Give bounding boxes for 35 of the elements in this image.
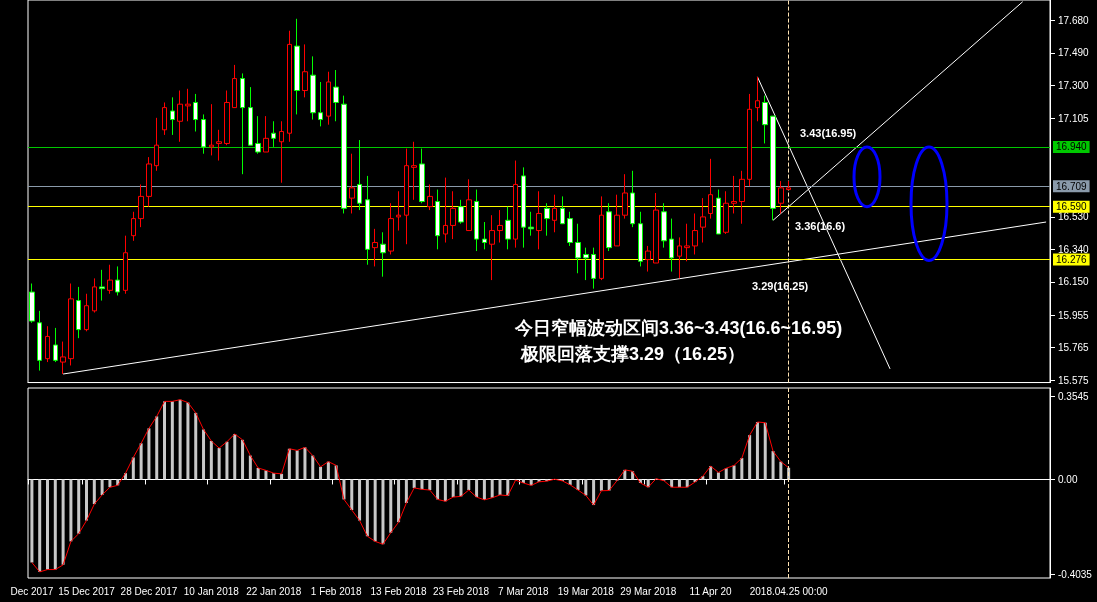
ref-line-label: 16.940: [1056, 141, 1088, 153]
x-tick-label: 11 Apr 20: [689, 585, 733, 597]
x-tick-label: 1 Feb 2018: [310, 585, 362, 597]
annotation: 3.43(16.95): [800, 126, 857, 139]
annotation: 3.29(16.25): [752, 279, 809, 292]
ref-line-label: 16.709: [1056, 180, 1088, 192]
x-tick-label: 2018.04.25 00:00: [749, 585, 829, 597]
ref-line-label: 16.276: [1056, 254, 1088, 266]
x-tick-label: 22 Jan 2018: [246, 585, 302, 597]
y-tick-label: 17.105: [1058, 113, 1090, 125]
x-tick-label: 7 Mar 2018: [498, 585, 550, 597]
y-tick-label: 17.300: [1058, 79, 1090, 91]
annotation: 极限回落支撑3.29（16.25）: [520, 344, 746, 364]
y-tick-label: 16.150: [1058, 276, 1090, 288]
y-tick-label: 0.3545: [1058, 390, 1090, 402]
y-tick-label: 17.680: [1058, 14, 1090, 26]
x-tick-label: 19 Mar 2018: [557, 585, 615, 597]
x-tick-label: 10 Jan 2018: [183, 585, 240, 597]
ref-line-label: 16.590: [1056, 201, 1088, 213]
x-tick-label: 28 Dec 2017: [120, 585, 178, 597]
x-tick-label: Dec 2017: [10, 585, 54, 597]
y-tick-label: 16.530: [1058, 211, 1090, 223]
y-tick-label: 0.00: [1058, 473, 1078, 485]
annotation: 今日窄幅波动区间3.36~3.43(16.6~16.95): [514, 318, 843, 338]
x-tick-label: 13 Feb 2018: [370, 585, 428, 597]
annotation: 3.36(16.6): [795, 219, 846, 232]
x-tick-label: 23 Feb 2018: [432, 585, 490, 597]
x-tick-label: 15 Dec 2017: [58, 585, 116, 597]
y-tick-label: 15.955: [1058, 309, 1090, 321]
y-tick-label: 15.765: [1058, 342, 1090, 354]
x-tick-label: 29 Mar 2018: [620, 585, 677, 597]
y-tick-label: 16.340: [1058, 243, 1090, 255]
y-tick-label: 15.575: [1058, 374, 1090, 386]
y-tick-label: 17.490: [1058, 47, 1090, 59]
y-tick-label: -0.4035: [1058, 568, 1093, 580]
